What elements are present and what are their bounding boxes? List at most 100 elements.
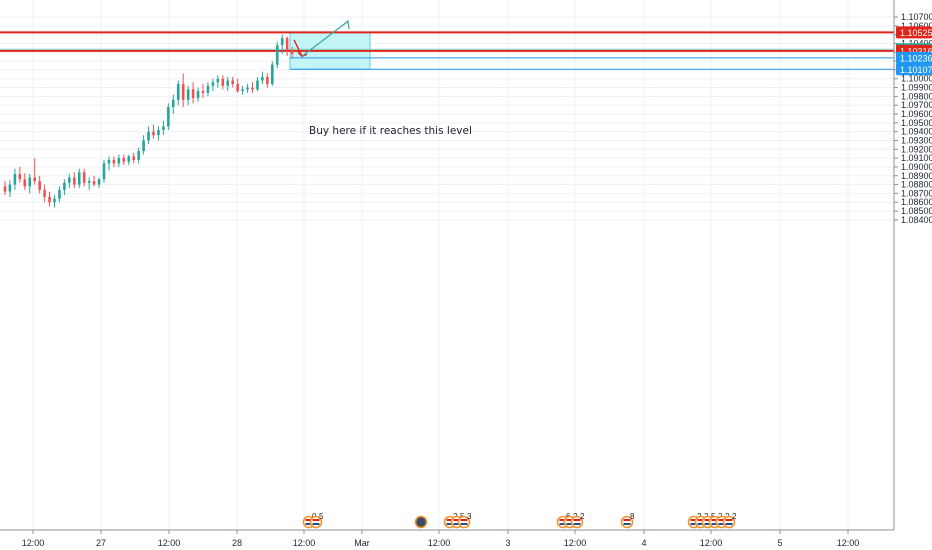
event-count: 5 bbox=[319, 512, 324, 521]
flag-stripe bbox=[453, 519, 461, 521]
candle-body bbox=[181, 84, 185, 100]
candle-body bbox=[246, 87, 249, 90]
y-tick-label: 1.09000 bbox=[901, 162, 932, 172]
time-axis[interactable]: 12:00 27 12:00 28 12:00 Mar 12:00 3 12:00 4 12:00 5… bbox=[22, 530, 860, 548]
y-tick-label: 1.10600 bbox=[901, 21, 932, 31]
candle-body bbox=[8, 184, 12, 192]
candle-body bbox=[82, 172, 86, 183]
x-tick-label: 12:00 bbox=[22, 538, 45, 548]
y-tick-label: 1.09700 bbox=[901, 100, 932, 110]
candle-body bbox=[261, 76, 264, 81]
flag-stripe bbox=[453, 523, 461, 525]
x-tick-label: 12:00 bbox=[700, 538, 723, 548]
candle-body bbox=[77, 172, 81, 185]
price-tag bbox=[896, 63, 932, 76]
y-tick-label: 1.09100 bbox=[901, 153, 932, 163]
flag-stripe bbox=[446, 523, 454, 525]
candle-body bbox=[137, 151, 140, 160]
x-tick-label: 12:00 bbox=[428, 538, 451, 548]
event-count: 2 bbox=[732, 512, 737, 521]
flag-stripe bbox=[623, 519, 631, 521]
x-tick-label: Mar bbox=[354, 538, 370, 548]
candle-body bbox=[43, 189, 46, 197]
flag-stripe bbox=[460, 523, 468, 525]
candle-body bbox=[290, 50, 294, 55]
event-markers[interactable]: 052536228225222 bbox=[302, 512, 738, 529]
y-tick-label: 1.08900 bbox=[901, 171, 932, 181]
flag-stripe bbox=[704, 523, 712, 525]
candle-body bbox=[236, 84, 239, 92]
y-tick-label: 1.09600 bbox=[901, 109, 932, 119]
candle-body bbox=[38, 181, 41, 190]
candle-body bbox=[48, 196, 51, 203]
candle-body bbox=[18, 173, 22, 180]
y-tick-label: 1.10000 bbox=[901, 74, 932, 84]
candle-body bbox=[275, 45, 279, 65]
y-tick-label: 1.09300 bbox=[901, 135, 932, 145]
candle-body bbox=[157, 129, 160, 136]
candle-body bbox=[142, 140, 145, 152]
flag-stripe bbox=[718, 523, 726, 525]
flag-stripe bbox=[312, 523, 320, 525]
y-tick-label: 1.09800 bbox=[901, 91, 932, 101]
flag-stripe bbox=[559, 523, 567, 525]
candle-body bbox=[92, 181, 96, 185]
grid bbox=[0, 0, 894, 530]
flag-stripe bbox=[305, 523, 313, 525]
candle-body bbox=[256, 80, 259, 90]
event-icon[interactable] bbox=[414, 515, 428, 529]
down-arrow-line bbox=[293, 39, 303, 57]
candle-body bbox=[87, 181, 91, 183]
candle-body bbox=[221, 78, 225, 86]
x-tick-label: 5 bbox=[777, 538, 782, 548]
price-tag-label: 1.10107 bbox=[900, 65, 932, 75]
candle-body bbox=[241, 89, 244, 92]
flag-stripe bbox=[623, 523, 631, 525]
candle-body bbox=[152, 131, 155, 136]
candle-body bbox=[13, 173, 17, 185]
y-tick-label: 1.10700 bbox=[901, 12, 932, 22]
x-tick-label: 4 bbox=[641, 538, 646, 548]
candle-body bbox=[196, 91, 200, 99]
y-tick-label: 1.09200 bbox=[901, 144, 932, 154]
flag-stripe bbox=[305, 519, 313, 521]
candle-body bbox=[132, 156, 135, 160]
x-tick-label: 12:00 bbox=[564, 538, 587, 548]
candle-body bbox=[285, 38, 289, 51]
candle-body bbox=[186, 89, 190, 100]
price-tag-label: 1.10236 bbox=[900, 53, 932, 63]
flag-stripe bbox=[446, 519, 454, 521]
candle-body bbox=[117, 158, 121, 164]
flag-stripe bbox=[690, 523, 698, 525]
x-tick-label: 28 bbox=[232, 538, 242, 548]
price-tag bbox=[896, 51, 932, 64]
flag-stripe bbox=[460, 519, 468, 521]
candle-body bbox=[58, 189, 61, 199]
candle-body bbox=[147, 131, 150, 141]
flag-stripe bbox=[566, 519, 574, 521]
y-tick-label: 1.08600 bbox=[901, 197, 932, 207]
candle-body bbox=[68, 177, 71, 183]
candle-body bbox=[176, 84, 180, 100]
candle-body bbox=[206, 85, 210, 93]
flag-stripe bbox=[566, 523, 574, 525]
candle-body bbox=[122, 158, 126, 162]
y-tick-label: 1.08800 bbox=[901, 180, 932, 190]
annotation-text: Buy here if it reaches this level bbox=[309, 125, 472, 137]
y-tick-label: 1.09500 bbox=[901, 118, 932, 128]
candle-body bbox=[107, 159, 111, 164]
flag-stripe bbox=[704, 519, 712, 521]
flag-stripe bbox=[718, 519, 726, 521]
candle-body bbox=[28, 177, 32, 187]
candle-body bbox=[211, 82, 215, 86]
candle-body bbox=[231, 80, 234, 85]
candle-body bbox=[216, 78, 220, 83]
flag-stripe bbox=[697, 519, 705, 521]
candle-body bbox=[266, 76, 269, 85]
candle-body bbox=[201, 91, 205, 93]
candle-body bbox=[97, 179, 101, 185]
candle-body bbox=[3, 186, 7, 192]
candle-body bbox=[23, 179, 27, 187]
